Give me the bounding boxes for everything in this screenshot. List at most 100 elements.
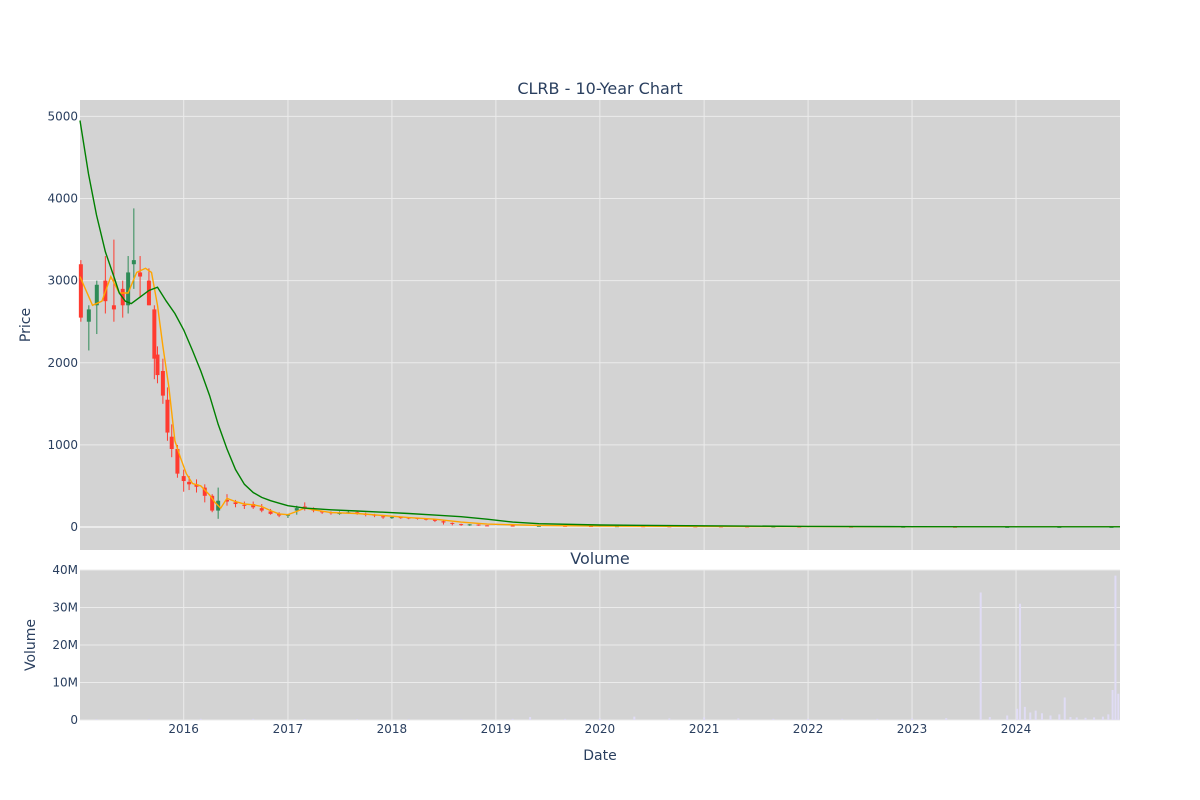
volume-bar bbox=[979, 592, 982, 720]
volume-bar bbox=[1075, 717, 1078, 720]
price-y-tick-label: 5000 bbox=[47, 109, 78, 123]
moving-average-long-line bbox=[79, 120, 1120, 528]
volume-bar bbox=[703, 717, 706, 720]
x-tick-label: 2021 bbox=[689, 722, 720, 736]
candlestick bbox=[152, 305, 157, 380]
volume-bar bbox=[807, 718, 810, 720]
candle-body bbox=[485, 525, 490, 527]
volume-bar bbox=[1107, 714, 1110, 720]
candlestick bbox=[210, 494, 215, 513]
candlestick bbox=[510, 525, 515, 527]
x-tick-label: 2018 bbox=[377, 722, 408, 736]
volume-bar bbox=[460, 719, 463, 720]
x-tick-label: 2017 bbox=[273, 722, 304, 736]
volume-panel: 2016 2017 2018 2019 2020 2021 2022 2023 2024 0 10M… bbox=[52, 563, 1120, 736]
volume-bar bbox=[988, 717, 991, 720]
volume-bar bbox=[1029, 712, 1032, 720]
volume-bar bbox=[1006, 715, 1009, 720]
candlestick bbox=[111, 239, 116, 322]
candlestick bbox=[485, 525, 490, 527]
candle-body bbox=[389, 517, 394, 519]
candle-body bbox=[160, 370, 165, 396]
candlestick bbox=[146, 268, 151, 306]
volume-bar bbox=[407, 719, 410, 720]
candlestick bbox=[450, 522, 455, 526]
volume-bar bbox=[668, 718, 671, 720]
volume-bar bbox=[147, 719, 150, 720]
candle-body bbox=[111, 305, 116, 310]
volume-y-tick-label: 0 bbox=[70, 713, 78, 727]
volume-bar bbox=[737, 718, 740, 720]
volume-bar bbox=[1101, 716, 1104, 720]
candle-body bbox=[294, 508, 299, 511]
candle-body bbox=[78, 264, 83, 318]
volume-bar bbox=[1063, 697, 1066, 720]
candle-body bbox=[146, 280, 151, 306]
volume-bar bbox=[1084, 717, 1087, 720]
volume-bar bbox=[1069, 717, 1072, 720]
candlestick bbox=[94, 280, 99, 335]
volume-bar bbox=[95, 719, 98, 720]
candle-body bbox=[259, 508, 264, 511]
candlestick bbox=[224, 494, 229, 506]
candle-body bbox=[194, 484, 199, 487]
candle-body bbox=[175, 448, 180, 474]
volume-bar bbox=[1023, 706, 1026, 720]
candlestick bbox=[441, 520, 446, 525]
candlestick bbox=[181, 469, 186, 492]
x-tick-label: 2024 bbox=[1001, 722, 1032, 736]
candle-body bbox=[169, 436, 174, 449]
candlestick bbox=[476, 524, 481, 526]
candlestick bbox=[277, 512, 282, 518]
candlestick bbox=[202, 484, 207, 503]
candlestick bbox=[86, 305, 91, 351]
volume-bar bbox=[511, 718, 514, 720]
candle-body bbox=[155, 354, 160, 376]
volume-bar bbox=[1049, 715, 1052, 720]
candlestick bbox=[78, 260, 83, 322]
x-tick-label: 2023 bbox=[897, 722, 928, 736]
candle-body bbox=[165, 399, 170, 433]
volume-bar bbox=[1019, 603, 1022, 720]
volume-bar bbox=[876, 718, 879, 720]
volume-bar bbox=[911, 718, 914, 720]
volume-bar bbox=[1093, 717, 1096, 720]
candle-body bbox=[224, 499, 229, 502]
candlestick bbox=[242, 501, 247, 509]
candle-body bbox=[381, 516, 386, 518]
volume-y-tick-label: 30M bbox=[52, 601, 78, 615]
candle-body bbox=[268, 511, 273, 514]
candle-body bbox=[459, 524, 464, 526]
volume-bar bbox=[1058, 714, 1061, 720]
volume-bar bbox=[598, 718, 601, 720]
volume-bar bbox=[564, 718, 567, 720]
candle-body bbox=[450, 522, 455, 524]
candle-body bbox=[187, 481, 192, 485]
candle-body bbox=[467, 524, 472, 526]
volume-bar bbox=[1111, 690, 1114, 720]
volume-bar bbox=[1117, 693, 1120, 720]
candle-body bbox=[476, 524, 481, 526]
candle-body bbox=[210, 495, 215, 511]
volume-bar bbox=[772, 718, 775, 720]
candlestick bbox=[131, 208, 136, 289]
volume-bar bbox=[841, 718, 844, 720]
candle-body bbox=[398, 517, 403, 519]
volume-y-tick-label: 10M bbox=[52, 676, 78, 690]
price-axis-title: Price bbox=[18, 308, 34, 342]
candle-body bbox=[233, 502, 238, 505]
candlestick bbox=[138, 256, 143, 298]
price-y-tick-label: 2000 bbox=[47, 356, 78, 370]
candle-body bbox=[94, 284, 99, 306]
volume-bar bbox=[1034, 710, 1037, 720]
candle-body bbox=[320, 511, 325, 513]
volume-bar bbox=[945, 718, 948, 720]
x-tick-label: 2022 bbox=[793, 722, 824, 736]
moving-average-short-line bbox=[79, 267, 1120, 528]
candlestick bbox=[165, 387, 170, 441]
candle-body bbox=[126, 272, 131, 306]
candle-body bbox=[251, 504, 256, 508]
x-tick-label: 2016 bbox=[168, 722, 199, 736]
candle-body bbox=[138, 272, 143, 277]
